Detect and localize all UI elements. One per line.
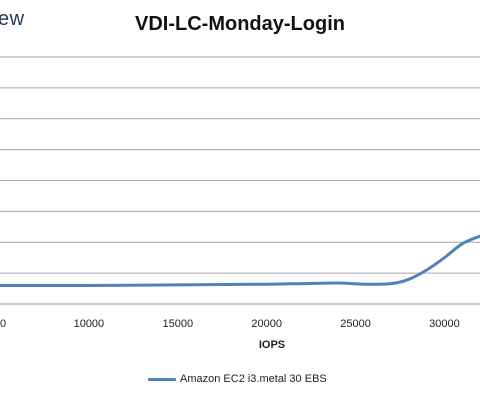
x-tick-labels: 0 10000 15000 20000 25000 30000 <box>0 318 460 330</box>
x-axis-label: IOPS <box>259 339 285 351</box>
gridlines <box>0 56 480 305</box>
legend-label: Amazon EC2 i3.metal 30 EBS <box>180 373 327 385</box>
logo-text: ew <box>0 8 25 30</box>
x-tick-label: 0 <box>0 318 6 330</box>
series-line <box>0 234 480 288</box>
x-tick-label: 25000 <box>340 318 371 330</box>
x-tick-label: 20000 <box>251 318 282 330</box>
x-tick-label: 10000 <box>74 318 105 330</box>
x-tick-label: 15000 <box>162 318 193 330</box>
legend: Amazon EC2 i3.metal 30 EBS <box>148 373 327 385</box>
chart-title: VDI-LC-Monday-Login <box>135 13 345 35</box>
x-tick-label: 30000 <box>429 318 460 330</box>
legend-swatch <box>148 377 176 381</box>
